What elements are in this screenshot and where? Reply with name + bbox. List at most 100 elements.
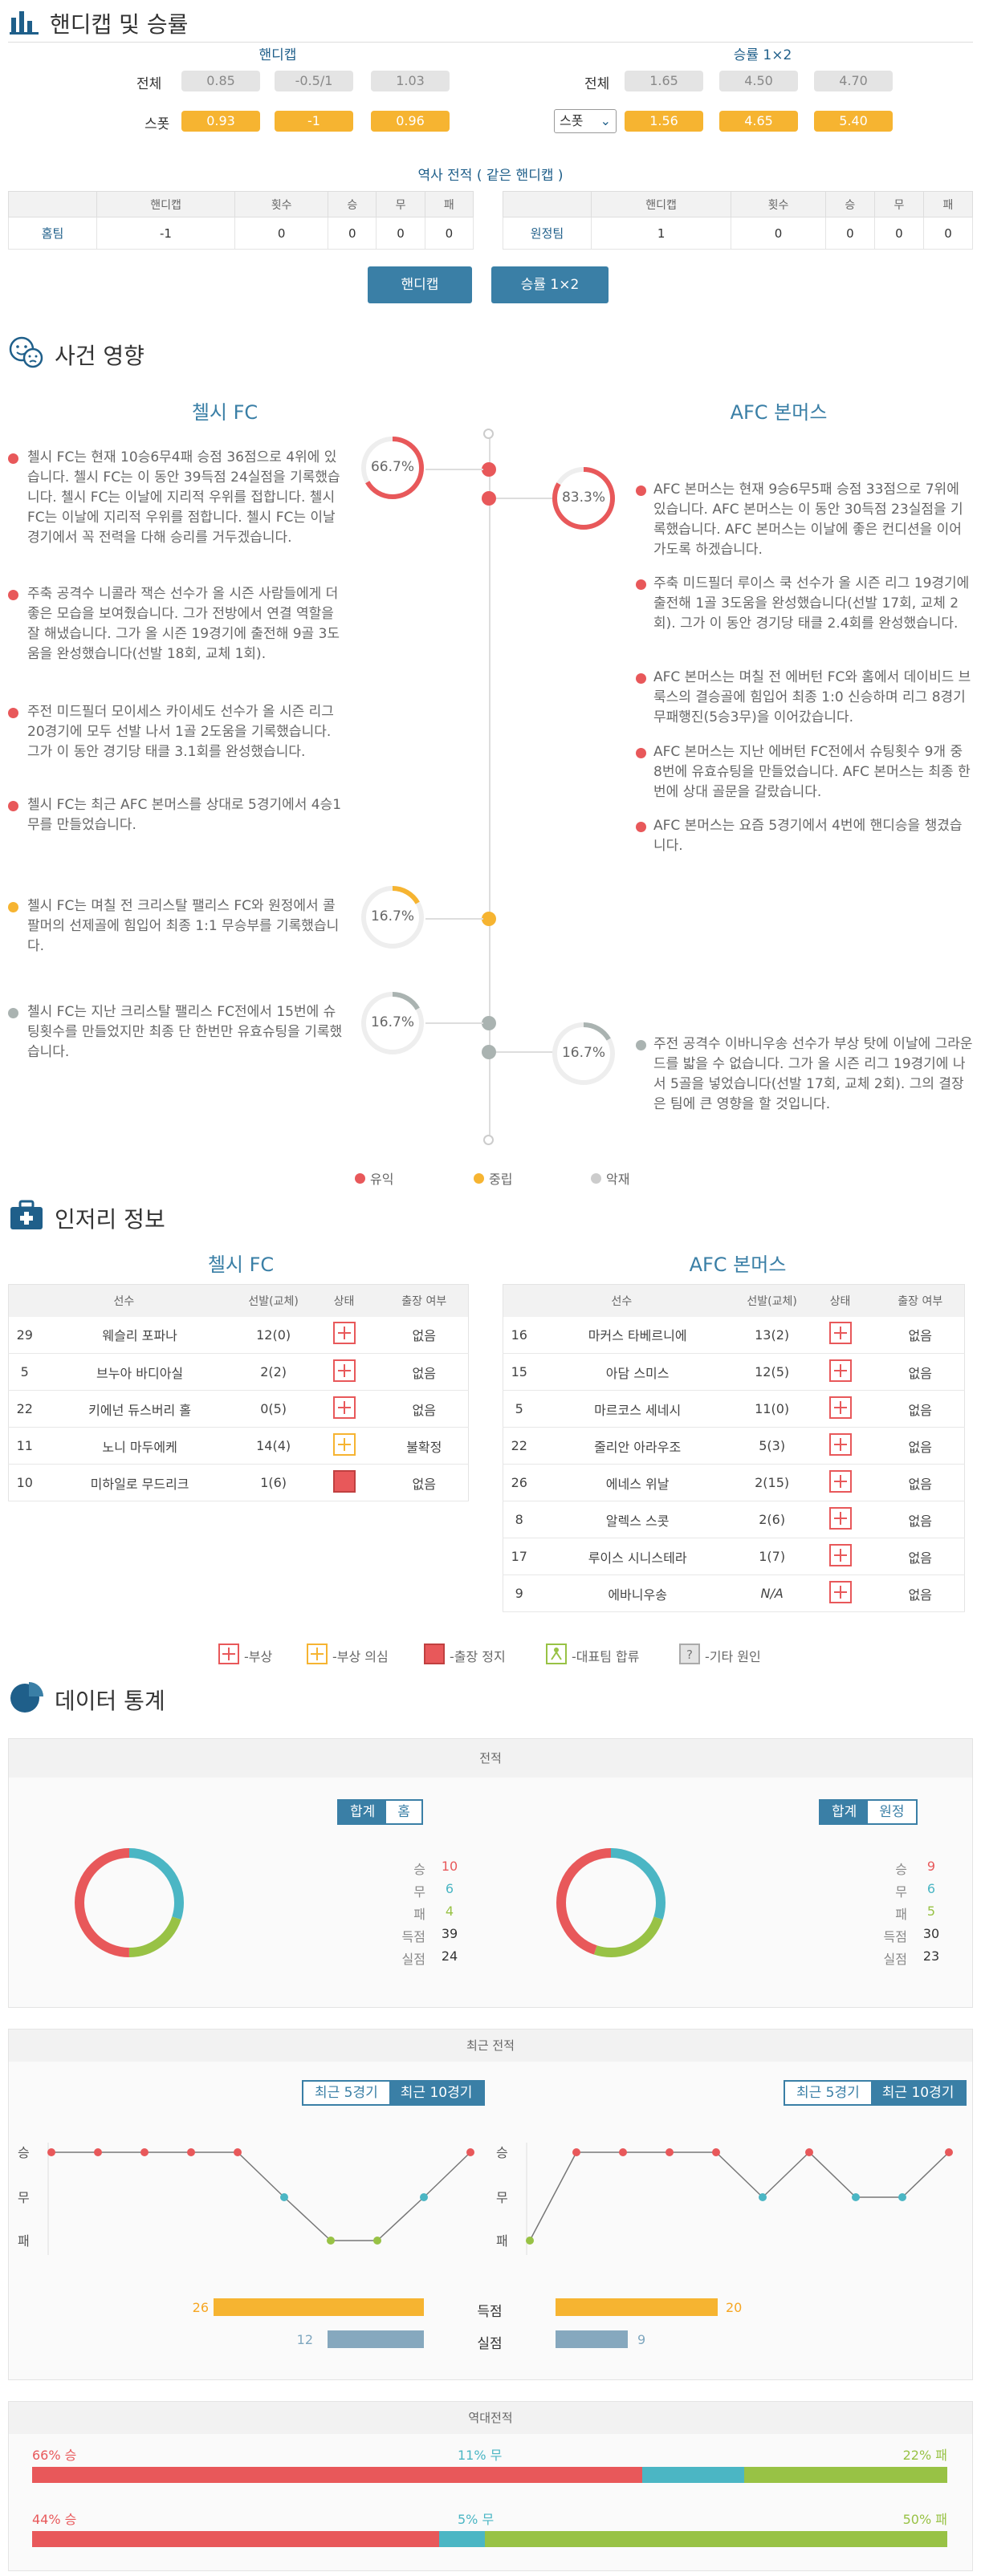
legend-injury: -부상 <box>218 1644 272 1668</box>
injury-row: 9 에바니우송 N/A 없음 <box>503 1574 965 1612</box>
starts-subs: 13(2) <box>739 1316 804 1354</box>
hc-spot-home[interactable]: 0.93 <box>181 111 260 132</box>
percent-label: 16.7% <box>370 1014 414 1030</box>
spot-select[interactable]: 스폿 ⌄ <box>554 109 617 133</box>
hc-spot-line[interactable]: -1 <box>275 111 353 132</box>
home-recent-toggle: 최근 5경기 최근 10경기 <box>302 2080 486 2106</box>
y-axis-label: 무 <box>496 2190 508 2205</box>
odds-spot-draw[interactable]: 4.65 <box>719 111 798 132</box>
chevron-down-icon: ⌄ <box>600 113 611 128</box>
tab-home[interactable]: 홈 <box>386 1801 421 1823</box>
player-number: 5 <box>8 1353 41 1391</box>
starts-subs: 1(7) <box>739 1538 804 1575</box>
tab-last-10[interactable]: 최근 10경기 <box>870 2082 966 2104</box>
legend-other: ? -기타 원인 <box>679 1644 761 1668</box>
col-header: 출장 여부 <box>380 1284 469 1317</box>
home-goals-value: 26 <box>192 2300 209 2315</box>
legend-dot <box>591 1172 601 1184</box>
timeline-node-good <box>482 462 496 477</box>
player-number: 10 <box>8 1464 41 1501</box>
cell: 0 <box>234 217 329 250</box>
odds-button[interactable]: 승률 1×2 <box>491 266 609 303</box>
stat-value: 5 <box>926 1904 936 1919</box>
availability: 없음 <box>380 1316 469 1354</box>
odds-total-home[interactable]: 1.65 <box>625 71 703 91</box>
hc-total-home[interactable]: 0.85 <box>181 71 260 91</box>
col-header: 패 <box>424 191 474 217</box>
impact-text: 첼시 FC는 최근 AFC 본머스를 상대로 5경기에서 4승1무를 만들었습니… <box>27 797 342 833</box>
percent-ring <box>552 467 615 530</box>
legend-national: -대표팀 합류 <box>546 1644 639 1668</box>
tab-last-5[interactable]: 최근 5경기 <box>303 2082 389 2104</box>
donut-win <box>75 1848 184 1957</box>
hc-spot-away[interactable]: 0.96 <box>371 111 450 132</box>
home-record-donut <box>75 1848 184 1957</box>
legend-bad: 악재 <box>591 1168 629 1188</box>
h2h-lose-label: 22% 패 <box>902 2448 947 2463</box>
home-conceded-bar <box>328 2330 424 2348</box>
injury-plus-icon <box>828 1580 852 1607</box>
player-number: 22 <box>503 1427 535 1465</box>
stat-label: 패 <box>895 1907 907 1922</box>
stat-label: 패 <box>413 1907 425 1922</box>
timeline-node-good <box>482 491 496 506</box>
form-point <box>526 2237 534 2245</box>
row-label: 스폿 <box>145 116 170 132</box>
away-form-chart: 승무패 <box>496 2143 953 2255</box>
col-header: 승 <box>328 191 377 217</box>
col-header: 횟수 <box>731 191 826 217</box>
player-name: 마르코스 세네시 <box>535 1390 740 1428</box>
cell: 0 <box>824 217 875 250</box>
odds-spot-home[interactable]: 1.56 <box>625 111 703 132</box>
home-record-stats: 승 10 무 6 패 4 득점 39 실점 24 <box>361 1859 474 1971</box>
starts-subs: 0(5) <box>238 1390 308 1428</box>
form-point <box>619 2148 627 2156</box>
tab-last-10[interactable]: 최근 10경기 <box>389 2082 484 2104</box>
tab-total[interactable]: 합계 <box>820 1801 869 1823</box>
col-header: 선수 <box>8 1284 239 1317</box>
pie-chart-icon <box>8 1679 45 1720</box>
stat-label: 무 <box>413 1884 425 1899</box>
blank-header <box>8 191 97 217</box>
away-conceded-value: 9 <box>637 2332 646 2347</box>
hc-total-away[interactable]: 1.03 <box>371 71 450 91</box>
form-line <box>529 2151 950 2241</box>
suspension-card-icon <box>332 1469 356 1496</box>
h2h-bar-draw <box>438 2531 486 2547</box>
injury-section-header: 인저리 정보 <box>8 1199 165 1237</box>
cell: 0 <box>328 217 377 250</box>
bullet-dot <box>8 708 18 718</box>
away-conceded-bar <box>556 2330 628 2348</box>
col-header: 상태 <box>804 1284 877 1317</box>
bullet-dot <box>636 1040 646 1050</box>
form-point <box>852 2193 860 2201</box>
player-number: 15 <box>503 1353 535 1391</box>
player-name: 노니 마두에케 <box>40 1427 239 1465</box>
legend-label: -기타 원인 <box>705 1649 761 1664</box>
status-cell <box>804 1464 877 1501</box>
odds-spot-away[interactable]: 5.40 <box>814 111 893 132</box>
percent-label: 83.3% <box>561 490 605 506</box>
home-form-chart: 승무패 <box>18 2143 474 2255</box>
goals-label: 득점 <box>477 2304 503 2320</box>
player-name: 에네스 위날 <box>535 1464 740 1501</box>
tab-away[interactable]: 원정 <box>868 1801 916 1823</box>
impact-text: 첼시 FC는 며칠 전 크리스탈 팰리스 FC와 원정에서 콜 팔머의 선제골에… <box>27 898 340 954</box>
injury-plus-icon <box>332 1322 356 1347</box>
cell: 0 <box>922 217 974 250</box>
odds-total-draw[interactable]: 4.50 <box>719 71 798 91</box>
handicap-button[interactable]: 핸디캡 <box>368 266 472 303</box>
away-team-title: AFC 본머스 <box>730 401 828 424</box>
hc-total-line[interactable]: -0.5/1 <box>275 71 353 91</box>
starts-subs: 12(5) <box>739 1353 804 1391</box>
col-header: 무 <box>376 191 425 217</box>
tab-total[interactable]: 합계 <box>339 1801 387 1823</box>
away-record-stats: 승 9 무 6 패 5 득점 30 실점 23 <box>843 1859 955 1971</box>
tab-last-5[interactable]: 최근 5경기 <box>785 2082 871 2104</box>
h2h-bar-win <box>32 2467 642 2483</box>
impact-text: 첼시 FC는 현재 10승6무4패 승점 36점으로 4위에 있습니다. 첼시 … <box>27 449 340 546</box>
impact-text: 주축 미드필더 루이스 쿡 선수가 올 시즌 리그 19경기에 출전해 1골 3… <box>653 575 970 632</box>
percent-ring <box>361 437 424 499</box>
odds-total-away[interactable]: 4.70 <box>814 71 893 91</box>
